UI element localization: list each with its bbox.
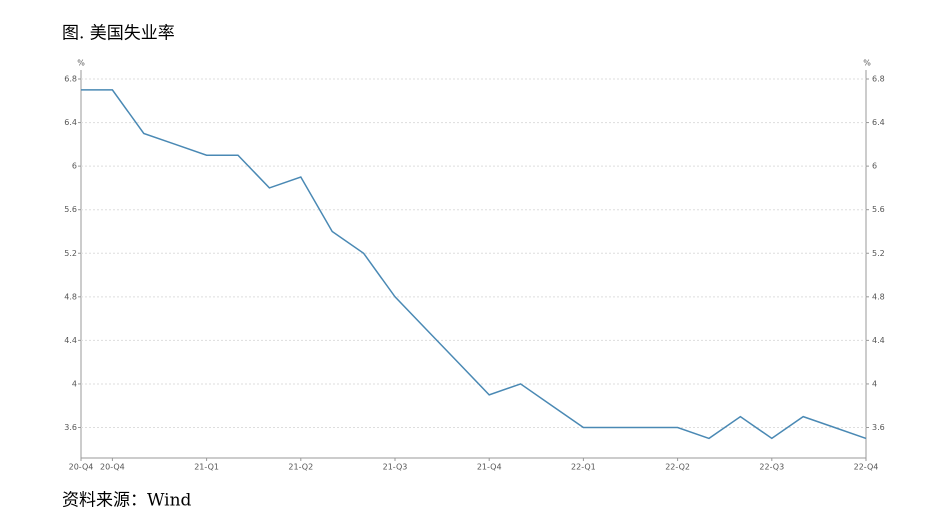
y2-tick-label: 4.8 <box>872 292 885 301</box>
y2-tick-label: 4 <box>872 379 877 388</box>
y2-tick-label: 3.6 <box>872 423 885 432</box>
y-tick-label: 4 <box>72 379 77 388</box>
y-tick-label: 4.8 <box>64 292 77 301</box>
y-tick-label: 3.6 <box>64 423 77 432</box>
y-tick-label: 6 <box>72 162 77 171</box>
x-tick-label: 20-Q4 <box>69 463 94 472</box>
y-tick-label: 5.2 <box>64 249 77 258</box>
y-tick-label: 4.4 <box>64 336 77 345</box>
source: 资料来源：Wind <box>62 491 192 511</box>
y2-tick-label: 6 <box>872 162 877 171</box>
y-tick-label: 6.4 <box>64 118 77 127</box>
chart-title: 图. 美国失业率 <box>62 24 175 44</box>
x-tick-label: 21-Q1 <box>194 463 219 472</box>
x-tick-label: 21-Q3 <box>383 463 408 472</box>
y2-tick-label: 5.2 <box>872 249 885 258</box>
x-tick-label: 22-Q3 <box>759 463 784 472</box>
y-tick-label: 6.8 <box>64 75 77 84</box>
y-tick-label: 5.6 <box>64 205 77 214</box>
x-tick-label: 20-Q4 <box>100 463 125 472</box>
y-axis-unit: % <box>77 59 85 68</box>
x-tick-label: 21-Q2 <box>288 463 313 472</box>
x-tick-label: 22-Q1 <box>571 463 596 472</box>
series-line <box>81 89 867 440</box>
y2-tick-label: 5.6 <box>872 205 885 214</box>
y2-tick-label: 6.8 <box>872 75 885 84</box>
y2-axis-unit: % <box>863 59 871 68</box>
x-tick-label: 22-Q4 <box>854 463 879 472</box>
y2-tick-label: 6.4 <box>872 118 885 127</box>
x-tick-label: 21-Q4 <box>477 463 502 472</box>
y2-tick-label: 4.4 <box>872 336 885 345</box>
x-tick-label: 22-Q2 <box>665 463 690 472</box>
